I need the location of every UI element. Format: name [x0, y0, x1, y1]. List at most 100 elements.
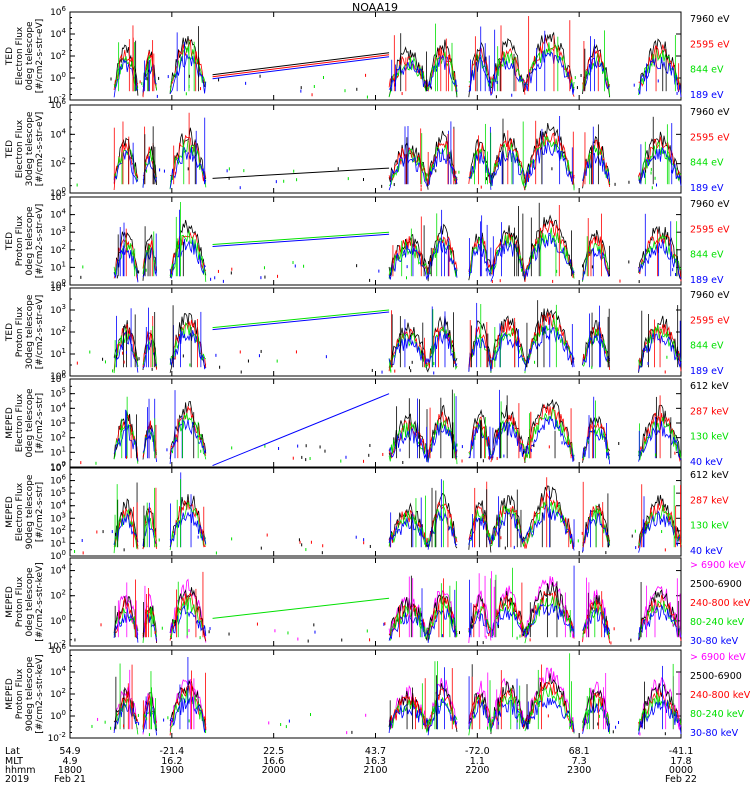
series-dot [310, 713, 312, 717]
series-trace-red [582, 48, 611, 90]
y-axis-label-line: MEPED [5, 586, 15, 618]
series-dot [274, 629, 276, 633]
x-tick-label: 4.9 [62, 756, 77, 767]
gap-line-green [212, 231, 390, 246]
series-label: 40 keV [690, 457, 723, 468]
series-trace-red [169, 406, 207, 456]
y-tick-exponent: 1 [62, 347, 66, 355]
series-dot [344, 89, 346, 93]
series-dot [174, 356, 176, 360]
series-dot [356, 264, 358, 268]
series-trace-blue [388, 336, 429, 366]
series-dot [324, 449, 326, 453]
y-axis-label-line: TED [5, 323, 15, 342]
series-dot [80, 275, 82, 279]
series-dot [661, 530, 663, 534]
y-axis-label-line: 0deg telescope [25, 206, 35, 276]
series-dot [630, 638, 632, 642]
series-dot [628, 260, 630, 264]
series-trace-blue [113, 58, 139, 98]
y-tick-exponent: 0 [62, 614, 66, 622]
x-tick-label: 0000 [669, 765, 693, 776]
series-dot [394, 369, 396, 373]
series-trace-blue [582, 429, 611, 465]
series-dot [410, 369, 412, 373]
series-dot [319, 445, 321, 449]
series-dot [494, 78, 496, 82]
series-label: 2595 eV [690, 224, 730, 235]
y-axis-label-line: Electron Flux [15, 119, 25, 178]
y-axis-label-line: Proton Flux [15, 576, 25, 627]
series-dot [313, 84, 315, 88]
series-trace-blue [582, 333, 611, 365]
series-trace-blue [114, 331, 139, 373]
x-tick-label: 16.2 [161, 756, 182, 767]
y-axis-label-line: Electron Flux [15, 393, 25, 452]
y-tick-label: 103 [50, 303, 66, 316]
series-dot [582, 548, 584, 552]
series-dot [138, 270, 140, 274]
y-tick-label: 103 [50, 511, 66, 524]
series-trace-red [388, 419, 429, 459]
series-dot [552, 279, 554, 283]
series-dot [548, 445, 550, 449]
series-trace-blue [638, 700, 682, 735]
series-trace-blue [468, 422, 492, 461]
y-axis-label-line: 30deg telescope [25, 111, 35, 186]
series-trace-blue [524, 232, 575, 278]
axis-row-label: 2019 [5, 774, 29, 785]
series-dot [305, 548, 307, 552]
series-dot [408, 366, 410, 370]
series-trace-green [169, 501, 207, 551]
series-dot [174, 620, 176, 624]
series-trace-green [169, 46, 207, 93]
series-trace-red [169, 499, 206, 548]
series-label: 7960 eV [690, 199, 730, 210]
gap-line-blue [212, 233, 390, 248]
series-trace-green [582, 328, 610, 367]
series-dot [170, 274, 172, 278]
series-dot [381, 370, 383, 374]
x-tick-label: -72.0 [465, 746, 490, 757]
y-tick-label: 104 [50, 27, 66, 40]
series-dot [521, 268, 523, 272]
series-dot [420, 184, 422, 188]
series-trace-green [524, 408, 575, 462]
y-tick-label: 105 [50, 387, 66, 400]
series-dot [383, 622, 385, 626]
series-trace-black [169, 219, 207, 278]
series-dot [231, 446, 233, 450]
series-trace-red [524, 680, 575, 733]
series-dot [123, 724, 125, 728]
series-trace-black [638, 315, 682, 373]
series-trace-red [169, 231, 207, 274]
series-dot [381, 184, 383, 188]
y-tick-exponent: 2 [62, 687, 66, 695]
series-dot [503, 454, 505, 458]
y-tick-label: 101 [50, 260, 66, 273]
series-dot [650, 167, 652, 171]
series-label: > 6900 keV [690, 560, 746, 571]
gap-line-red [212, 54, 390, 78]
series-trace-blue [582, 608, 611, 635]
series-dot [337, 167, 339, 171]
series-dot [218, 78, 220, 82]
series-dot [355, 535, 357, 539]
series-dot [523, 80, 525, 84]
y-tick-exponent: 4 [62, 499, 67, 507]
series-trace-blue [169, 147, 207, 189]
series-dot [516, 636, 518, 640]
y-tick-exponent: 7 [62, 461, 66, 469]
series-dot [76, 183, 78, 187]
series-dot [125, 350, 127, 354]
series-dot [110, 726, 112, 730]
series-trace-green [490, 504, 526, 547]
series-dot [530, 448, 532, 452]
y-tick-label: 104 [50, 401, 66, 414]
series-dot [371, 368, 373, 372]
series-dot [208, 630, 210, 634]
series-trace-green [169, 140, 207, 190]
y-axis-label-line: 90deg telescope [25, 656, 35, 731]
series-dot [137, 713, 139, 717]
y-tick-exponent: 1 [62, 445, 66, 453]
